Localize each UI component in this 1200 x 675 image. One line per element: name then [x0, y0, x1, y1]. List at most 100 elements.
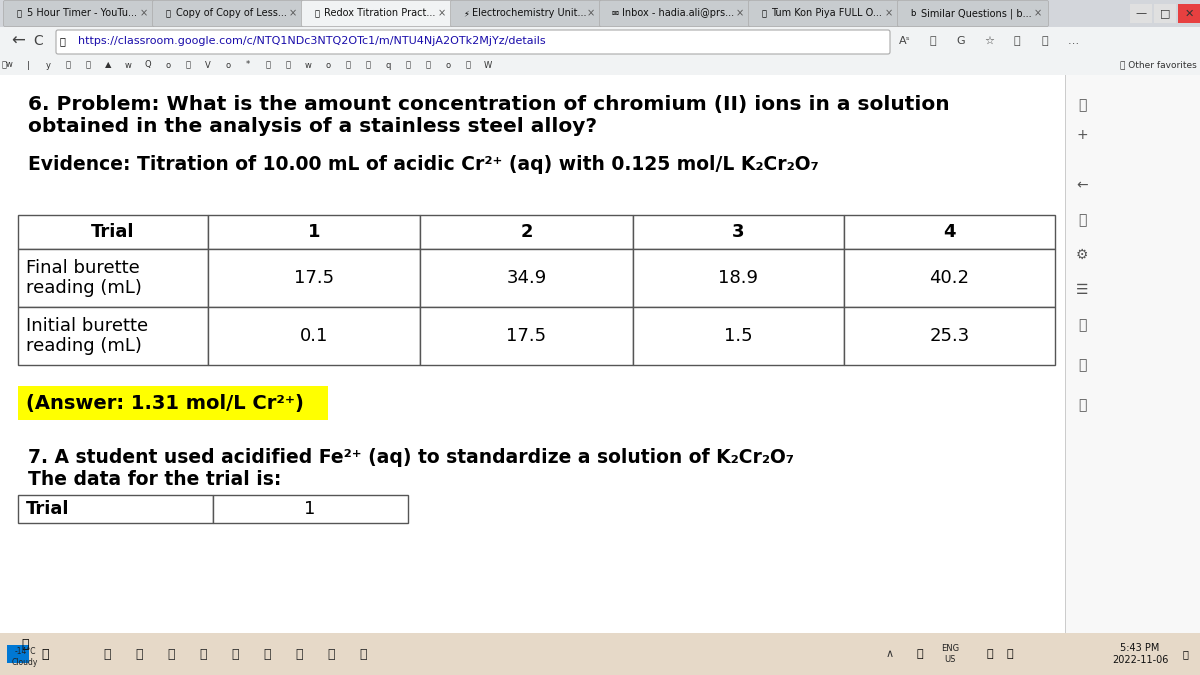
Text: 🌧: 🌧 [22, 639, 29, 651]
Bar [18, 495, 214, 523]
Text: 5:43 PM
2022-11-06: 5:43 PM 2022-11-06 [1112, 643, 1168, 665]
Text: |: | [26, 61, 30, 70]
Text: ×: × [736, 9, 744, 18]
Text: 3: 3 [732, 223, 745, 241]
Text: Copy of Copy of Less...: Copy of Copy of Less... [175, 9, 287, 18]
Text: 🔴: 🔴 [286, 61, 290, 70]
Text: o: o [226, 61, 230, 70]
Text: —: — [1135, 9, 1146, 18]
Text: 👤: 👤 [1042, 36, 1049, 46]
Bar [634, 307, 844, 365]
Text: Q: Q [145, 61, 151, 70]
Text: Trial: Trial [26, 500, 70, 518]
Text: 1.5: 1.5 [724, 327, 752, 345]
Text: 🔵: 🔵 [199, 647, 206, 661]
Text: ×: × [289, 9, 298, 18]
Text: 🔴: 🔴 [762, 9, 767, 18]
Text: obtained in the analysis of a stainless steel alloy?: obtained in the analysis of a stainless … [28, 117, 598, 136]
Bar [420, 215, 634, 249]
Text: ☆: ☆ [984, 36, 994, 46]
Text: 40.2: 40.2 [930, 269, 970, 287]
Text: □: □ [1159, 9, 1170, 18]
Text: 🌐: 🌐 [295, 647, 302, 661]
Text: Redox Titration Pract...: Redox Titration Pract... [324, 9, 436, 18]
Text: ⬜: ⬜ [232, 647, 239, 661]
Text: ▲: ▲ [104, 61, 112, 70]
Text: 🎵: 🎵 [328, 647, 335, 661]
Bar [7, 645, 29, 663]
Text: 📄: 📄 [265, 61, 270, 70]
FancyBboxPatch shape [56, 30, 890, 54]
Bar [0, 55, 1200, 75]
Text: 5 Hour Timer - YouTu...: 5 Hour Timer - YouTu... [26, 9, 137, 18]
FancyBboxPatch shape [450, 1, 601, 26]
Text: ∧: ∧ [886, 649, 894, 659]
Bar [844, 249, 1055, 307]
FancyBboxPatch shape [152, 1, 304, 26]
FancyBboxPatch shape [898, 1, 1049, 26]
Text: 🟢: 🟢 [346, 61, 350, 70]
Text: 🔊: 🔊 [1007, 649, 1013, 659]
Text: 📁: 📁 [103, 647, 110, 661]
Text: 1: 1 [305, 500, 316, 518]
Text: ENG
US: ENG US [941, 645, 959, 664]
Text: 📋: 📋 [366, 61, 371, 70]
Text: 📶: 📶 [986, 649, 994, 659]
Text: 17.5: 17.5 [506, 327, 546, 345]
Text: C: C [34, 34, 43, 48]
Text: 4: 4 [943, 223, 955, 241]
Bar [420, 249, 634, 307]
Text: …: … [1068, 36, 1079, 46]
Text: W: W [484, 61, 492, 70]
Text: 17.5: 17.5 [294, 269, 334, 287]
Bar [634, 249, 844, 307]
Text: o: o [166, 61, 170, 70]
Text: ⬛: ⬛ [1078, 398, 1086, 412]
Text: 🔴: 🔴 [17, 9, 22, 18]
FancyBboxPatch shape [4, 1, 155, 26]
Text: ←: ← [1076, 178, 1088, 192]
Bar [1130, 4, 1152, 23]
Bar [420, 307, 634, 365]
Text: Inbox - hadia.ali@prs...: Inbox - hadia.ali@prs... [622, 9, 734, 18]
Text: 📁: 📁 [66, 61, 71, 70]
Text: w: w [305, 61, 312, 70]
FancyBboxPatch shape [600, 1, 750, 26]
Text: Aˢ: Aˢ [899, 36, 911, 46]
Text: 34.9: 34.9 [506, 269, 547, 287]
Text: Final burette
reading (mL): Final burette reading (mL) [26, 259, 142, 298]
Text: ×: × [1034, 9, 1042, 18]
Text: o: o [325, 61, 330, 70]
Text: Evidence: Titration of 10.00 mL of acidic Cr²⁺ (aq) with 0.125 mol/L K₂Cr₂O₇: Evidence: Titration of 10.00 mL of acidi… [28, 155, 818, 174]
Text: 25.3: 25.3 [929, 327, 970, 345]
Text: V: V [205, 61, 211, 70]
Bar [18, 307, 208, 365]
Text: w: w [125, 61, 132, 70]
Bar [0, 75, 1066, 633]
Bar [18, 386, 328, 420]
Bar [0, 633, 1200, 675]
Text: ✕: ✕ [1184, 9, 1194, 18]
Text: 🟪: 🟪 [136, 647, 143, 661]
Text: -14°C
Cloudy: -14°C Cloudy [12, 647, 38, 667]
Text: 📄: 📄 [426, 61, 431, 70]
Bar [1066, 75, 1200, 633]
Text: 📁 Other favorites: 📁 Other favorites [1120, 61, 1196, 70]
Text: b: b [911, 9, 916, 18]
Text: 2: 2 [521, 223, 533, 241]
Text: https://classroom.google.com/c/NTQ1NDc3NTQ2OTc1/m/NTU4NjA2OTk2MjYz/details: https://classroom.google.com/c/NTQ1NDc3N… [78, 36, 546, 46]
Text: Initial burette
reading (mL): Initial burette reading (mL) [26, 317, 148, 356]
Bar [1154, 4, 1176, 23]
Text: *: * [246, 61, 250, 70]
Text: 🔴: 🔴 [263, 647, 271, 661]
Text: 6. Problem: What is the amount concentration of chromium (II) ions in a solution: 6. Problem: What is the amount concentra… [28, 95, 949, 114]
Text: ←: ← [11, 32, 25, 50]
Text: 🔍: 🔍 [41, 647, 49, 661]
Text: 🟢: 🟢 [359, 647, 367, 661]
Text: ×: × [140, 9, 148, 18]
Bar [18, 215, 208, 249]
Text: 🔍: 🔍 [1078, 98, 1086, 112]
Text: +: + [1076, 128, 1088, 142]
Text: ×: × [884, 9, 893, 18]
Text: o: o [445, 61, 450, 70]
